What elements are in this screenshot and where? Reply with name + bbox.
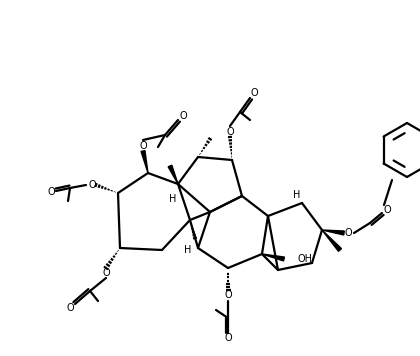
Text: O: O [66,303,74,313]
Text: O: O [47,187,55,197]
Text: O: O [344,228,352,238]
Text: O: O [139,141,147,151]
Text: H: H [169,194,177,204]
Text: OH: OH [297,254,312,264]
Polygon shape [168,165,178,184]
Text: O: O [102,268,110,278]
Text: O: O [226,127,234,137]
Polygon shape [262,254,284,261]
Text: O: O [224,290,232,300]
Text: O: O [179,111,187,121]
Polygon shape [141,151,148,173]
Text: H: H [184,245,192,255]
Text: O: O [383,205,391,215]
Polygon shape [322,230,341,251]
Text: O: O [88,180,96,190]
Text: H: H [293,190,301,200]
Text: O: O [250,88,258,98]
Polygon shape [322,230,344,235]
Text: O: O [224,333,232,343]
